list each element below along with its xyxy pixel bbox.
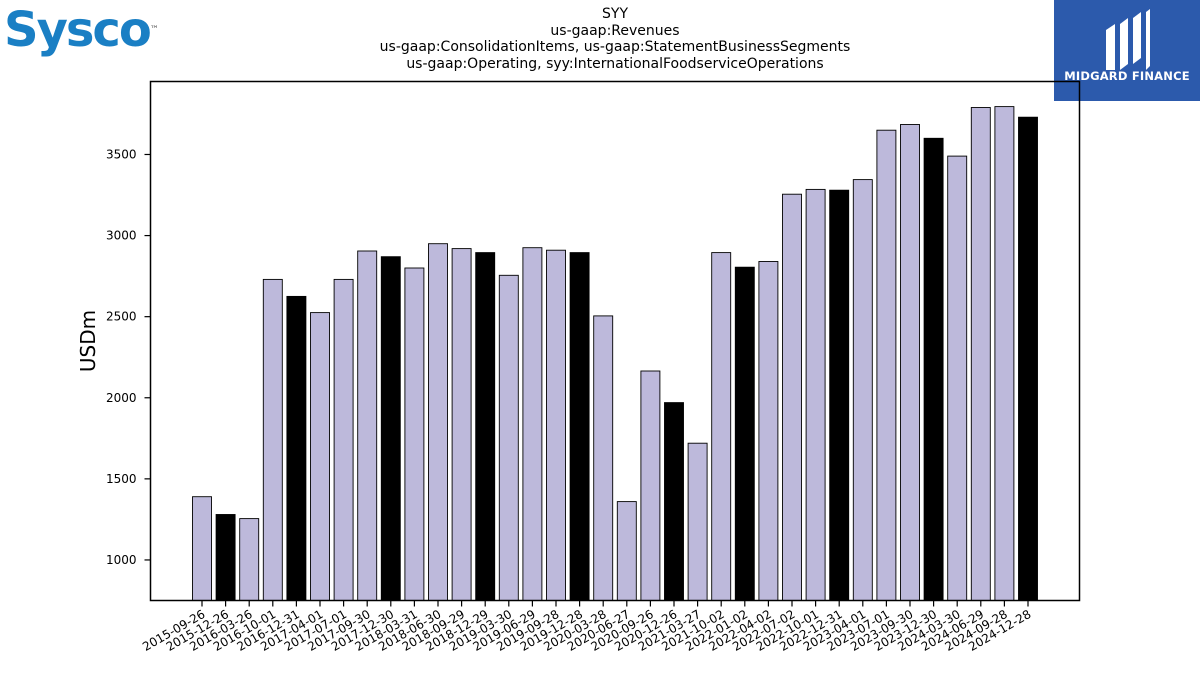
y-tick-label: 3000 [106,229,137,243]
bar-2022-01-02 [734,266,755,601]
chart-title-line-1: SYY [602,6,628,22]
bar-2020-09-26 [640,370,661,601]
y-tick-label: 1000 [106,553,137,567]
bar-2022-07-02 [782,193,802,601]
bar-2019-06-29 [522,247,543,601]
bar-2023-09-30 [900,124,920,601]
midgard-finance-logo: MIDGARD FINANCE [1054,0,1200,101]
bar-2016-03-26 [239,518,260,601]
x-axis: 2015-09-262015-12-262016-03-262016-10-01… [140,600,1034,654]
bar-2023-07-01 [876,129,897,601]
midgard-emblem-icon [1106,9,1150,70]
bar-2018-03-31 [404,267,425,601]
chart-title-line-2: us-gaap:Revenues [550,22,680,39]
bar-2022-04-02 [758,261,779,601]
y-tick-label: 2500 [106,310,137,324]
midgard-finance-text: MIDGARD FINANCE [1064,69,1190,83]
bar-2022-10-01 [805,188,826,601]
bar-2024-09-28 [994,106,1015,601]
bar-2020-03-28 [593,315,614,601]
y-tick-label: 3500 [106,147,137,161]
bar-series [192,106,1038,601]
bar-2018-09-29 [451,248,472,601]
sysco-logo: Sysco™ [4,2,159,58]
bar-2023-12-30 [923,137,944,601]
bar-2017-12-30 [380,256,401,601]
y-axis: 1000 1500 2000 2500 3000 3500 [106,147,151,567]
chart-title: SYY us-gaap:Revenues us-gaap:Consolidati… [300,6,930,72]
bar-2015-09-26 [192,496,212,601]
sysco-logo-text: Sysco [4,2,152,58]
bar-2024-12-28 [1018,116,1038,601]
bar-2018-12-29 [475,252,496,601]
chart-title-line-3: us-gaap:ConsolidationItems, us-gaap:Stat… [379,39,851,55]
bar-2022-12-31 [829,189,850,601]
trademark-mark: ™ [149,25,159,35]
bar-2021-10-02 [711,252,732,601]
plot-frame [149,80,1081,602]
bar-2018-06-30 [428,243,448,601]
bar-2016-12-31 [286,295,307,601]
bar-2019-12-28 [569,252,590,601]
chart-title-line-4: us-gaap:Operating, syy:InternationalFood… [406,55,824,72]
bar-2017-07-01 [333,278,354,601]
bar-2021-03-27 [687,442,708,601]
bar-2016-10-01 [262,278,283,601]
y-tick-label: 2000 [106,391,137,405]
bar-2017-04-01 [310,312,330,601]
y-axis-label: USDm [76,310,100,372]
bar-2020-12-26 [664,402,684,601]
bar-2024-03-30 [947,155,968,601]
bar-2024-06-29 [970,107,991,601]
bar-2019-09-28 [546,249,566,601]
y-tick-label: 1500 [106,472,137,486]
bar-2015-12-26 [215,514,236,601]
bar-2023-04-01 [852,179,873,601]
bar-2017-09-30 [357,250,378,601]
bar-2020-06-27 [616,501,637,601]
bar-2019-03-30 [498,274,519,601]
